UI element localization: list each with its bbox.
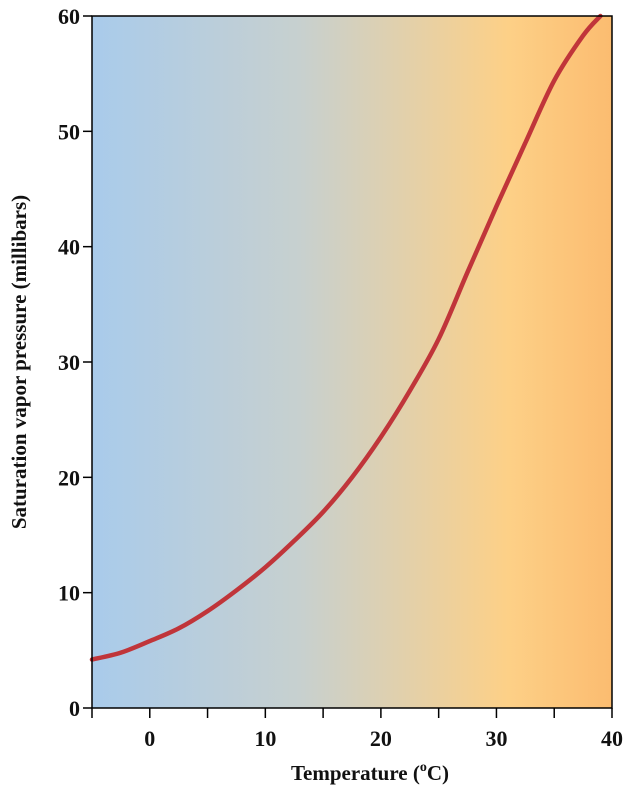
x-tick-label: 0 [144, 726, 155, 751]
y-tick-label: 30 [58, 350, 80, 375]
y-tick-label: 40 [58, 235, 80, 260]
y-axis-ticks: 0 10 20 30 40 50 60 [58, 4, 92, 721]
x-axis-title: Temperature (oC) [291, 760, 449, 785]
x-axis-ticks: 0 10 20 30 40 [91, 708, 623, 751]
y-tick-label: 20 [58, 465, 80, 490]
x-tick-label: 10 [254, 726, 276, 751]
y-tick-label: 60 [58, 4, 80, 29]
x-tick-label: 30 [485, 726, 507, 751]
y-tick-label: 50 [58, 119, 80, 144]
x-tick-label: 40 [601, 726, 623, 751]
y-tick-label: 10 [58, 581, 80, 606]
plot-background [92, 16, 612, 708]
x-tick-label: 20 [370, 726, 392, 751]
y-axis-title: Saturation vapor pressure (millibars) [7, 195, 31, 529]
y-tick-label: 0 [69, 696, 80, 721]
series-line [89, 13, 603, 662]
